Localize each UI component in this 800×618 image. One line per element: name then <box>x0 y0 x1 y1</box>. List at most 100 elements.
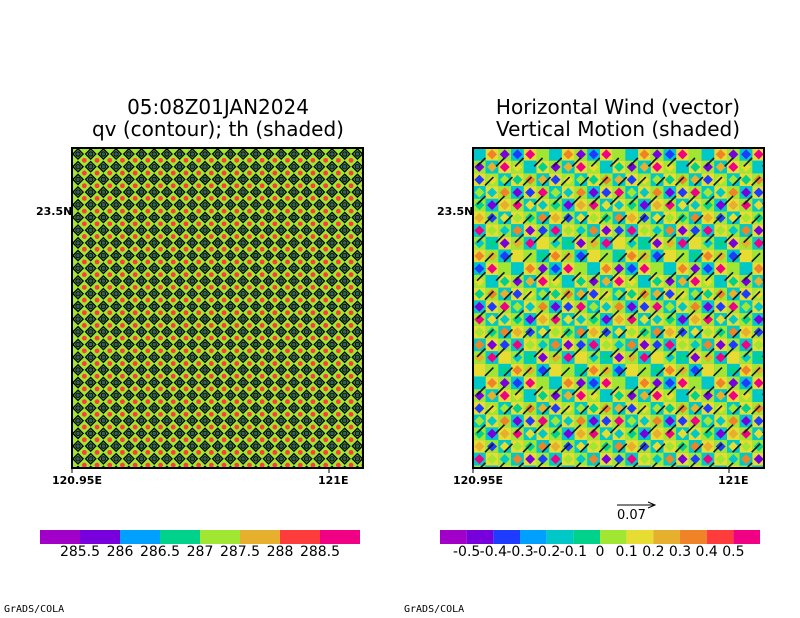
qv-contour-inner <box>100 265 107 271</box>
qv-contour-inner <box>291 341 297 348</box>
theta-max-dot <box>374 323 379 328</box>
qv-contour-inner <box>240 405 246 411</box>
qv-contour-inner <box>291 303 297 309</box>
qv-contour-inner <box>88 405 94 411</box>
qv-contour-inner <box>227 354 233 360</box>
shade-diamond <box>601 174 612 185</box>
wind-vector <box>541 443 552 453</box>
qv-contour-inner <box>265 202 272 208</box>
shade-diamond <box>741 390 752 401</box>
qv-contour-inner <box>202 405 208 411</box>
wind-vector <box>705 424 715 434</box>
qv-contour-inner <box>75 189 81 195</box>
shade-diamond <box>474 416 485 427</box>
qv-contour-inner <box>215 379 221 386</box>
wind-vector <box>655 214 666 225</box>
shade-cell <box>752 465 764 468</box>
theta-max-dot <box>310 450 316 455</box>
shade-diamond <box>512 250 523 261</box>
theta-max-dot <box>183 335 189 341</box>
shade-diamond <box>589 480 599 490</box>
theta-max-dot <box>107 234 113 239</box>
wind-vector <box>647 233 658 244</box>
shade-diamond <box>550 390 561 401</box>
wind-vector <box>552 424 563 434</box>
theta-max-dot <box>323 157 329 163</box>
wind-vector <box>656 482 664 490</box>
wind-vector <box>609 271 620 282</box>
theta-max-dot <box>221 450 227 455</box>
shade-diamond <box>512 339 523 350</box>
wind-vector <box>655 405 666 415</box>
theta-max-dot <box>272 183 278 189</box>
shade-diamond <box>702 289 713 300</box>
theta-max-dot <box>94 183 100 189</box>
qv-contour-inner <box>100 392 107 398</box>
wind-vector <box>598 252 609 263</box>
qv-contour-inner <box>75 303 81 309</box>
shade-diamond <box>537 200 548 211</box>
qv-contour-inner <box>138 202 145 208</box>
theta-max-dot <box>247 424 252 430</box>
wind-vector <box>674 328 685 339</box>
theta-max-dot <box>323 424 329 430</box>
shade-diamond <box>715 225 726 236</box>
reference-vector-arrow <box>617 501 657 509</box>
wind-vector <box>782 387 790 395</box>
qv-contour-inner <box>215 456 221 462</box>
qv-contour-inner <box>240 151 246 157</box>
theta-max-dot <box>310 437 316 443</box>
wind-vector <box>609 195 620 206</box>
qv-contour <box>365 263 375 273</box>
theta-max-dot <box>170 272 176 278</box>
theta-max-dot <box>259 411 265 417</box>
qv-contour-inner <box>126 164 132 170</box>
wind-vector <box>590 347 601 358</box>
shade-diamond <box>487 441 498 452</box>
shade-diamond <box>766 213 776 223</box>
qv-contour-inner <box>342 253 348 259</box>
qv-contour-inner <box>342 265 348 271</box>
shade-diamond <box>487 352 498 363</box>
shade-diamond <box>538 480 548 490</box>
shade-cell <box>765 440 778 453</box>
qv-contour-inner <box>100 379 107 386</box>
theta-max-dot <box>196 475 201 480</box>
qv-contour-inner <box>189 278 195 284</box>
theta-max-dot <box>348 323 354 328</box>
shade-diamond <box>512 289 523 300</box>
qv-contour-inner <box>278 354 284 360</box>
wind-vector <box>609 424 620 434</box>
qv-contour-inner <box>303 341 310 348</box>
theta-max-dot <box>234 183 240 189</box>
qv-contour-inner <box>303 253 310 259</box>
shade-diamond <box>626 289 637 300</box>
qv-contour-inner <box>164 227 170 233</box>
qv-contour-inner <box>151 392 157 398</box>
qv-contour-inner <box>88 189 94 195</box>
wind-vector <box>628 157 639 167</box>
theta-max-dot <box>323 234 329 239</box>
theta-max-dot <box>170 386 176 392</box>
shade-diamond <box>753 289 764 300</box>
theta-max-dot <box>221 284 227 290</box>
qv-contour-inner <box>316 291 322 297</box>
qv-contour-inner <box>291 367 297 373</box>
qv-contour-inner <box>75 291 81 297</box>
qv-contour-inner <box>151 265 157 271</box>
qv-contour-inner <box>177 354 183 360</box>
theta-max-dot <box>335 373 341 379</box>
wind-vector <box>484 252 494 263</box>
theta-max-dot <box>259 323 265 328</box>
qv-contour-inner <box>342 392 348 398</box>
qv-contour-inner <box>88 379 94 386</box>
qv-contour-inner <box>316 430 322 436</box>
qv-contour-inner <box>177 418 183 424</box>
shade-diamond <box>639 327 650 338</box>
wind-vector <box>713 252 723 263</box>
qv-contour-inner <box>138 227 145 233</box>
wind-vector <box>771 291 779 299</box>
theta-max-dot <box>272 246 278 252</box>
theta-max-dot <box>120 386 125 392</box>
theta-max-dot <box>120 183 125 189</box>
